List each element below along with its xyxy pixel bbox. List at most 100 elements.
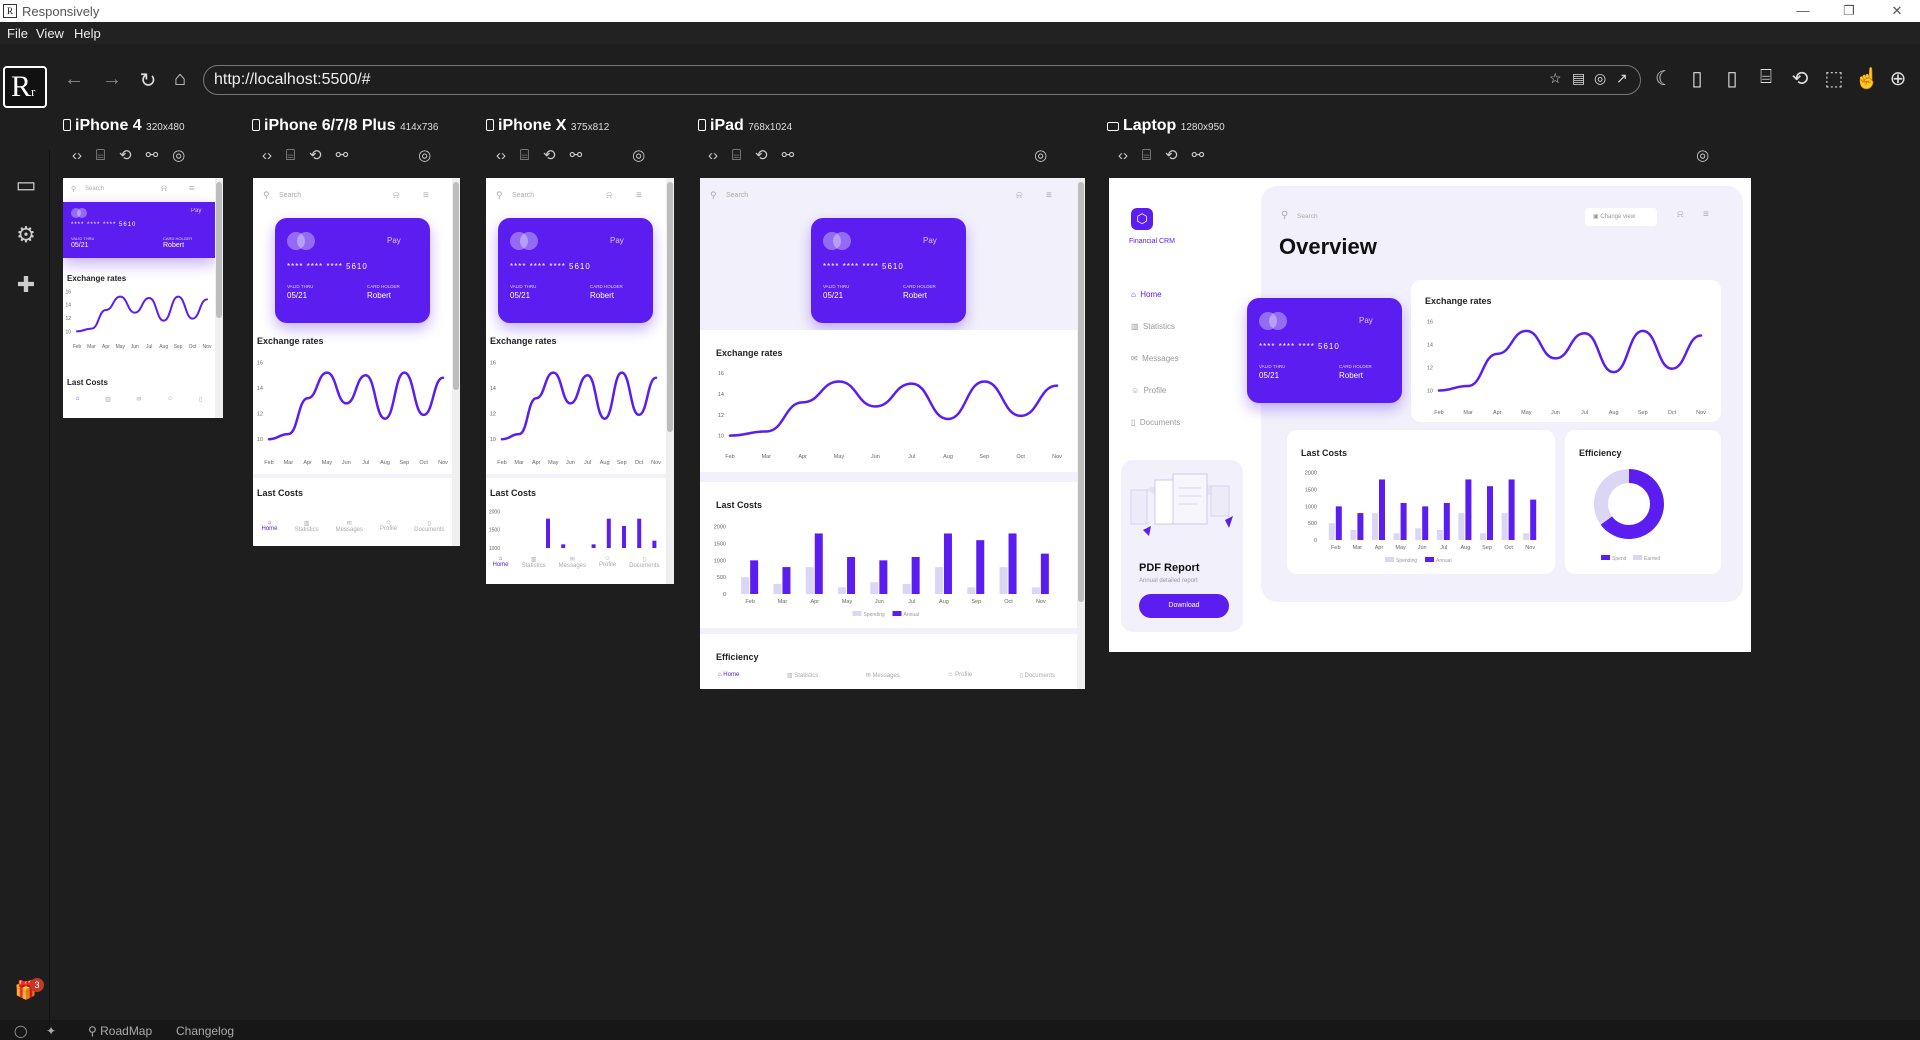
viewport-iphone-plus[interactable]: ⚲ Search ⍾ ≡ Pay **** **** **** 5610 VAL…: [253, 178, 460, 546]
rotate-icon[interactable]: ⟲: [309, 147, 322, 164]
nav-documents[interactable]: ▯ Documents: [629, 557, 660, 569]
circle-icon[interactable]: ◎: [418, 147, 432, 164]
search-input[interactable]: Search: [512, 192, 535, 199]
github-icon[interactable]: ◯: [14, 1024, 28, 1038]
link-icon[interactable]: ⚯: [781, 147, 795, 164]
camera-icon[interactable]: ⌸: [286, 147, 296, 164]
bell-icon[interactable]: ⍾: [606, 190, 613, 201]
nav-profile-icon[interactable]: ☺: [167, 396, 174, 402]
nav-statistics[interactable]: ▥ Statistics: [786, 673, 819, 679]
app-home-logo[interactable]: Rr: [3, 66, 47, 108]
code-icon[interactable]: ‹›: [708, 147, 718, 164]
link-icon[interactable]: ⚯: [1191, 147, 1205, 164]
menu-icon[interactable]: ≡: [1703, 209, 1709, 220]
rotate-icon[interactable]: ⟲: [1165, 147, 1178, 164]
close-icon[interactable]: ✕: [1891, 3, 1903, 18]
nav-profile[interactable]: ☺ Profile: [599, 556, 617, 568]
menu-file[interactable]: File: [7, 26, 28, 41]
nav-documents[interactable]: ▯ Documents: [1019, 673, 1055, 679]
scroll-mouse-icon[interactable]: ▯: [1726, 68, 1738, 90]
changelog-link[interactable]: Changelog: [176, 1024, 235, 1038]
link-icon[interactable]: ⚯: [145, 147, 159, 164]
home-icon[interactable]: ⌂: [173, 68, 187, 90]
twitter-icon[interactable]: ✦: [46, 1024, 57, 1038]
camera-icon[interactable]: ⌸: [96, 147, 106, 164]
screenshot-icon[interactable]: ⌸: [1760, 66, 1772, 88]
circle-icon[interactable]: ◎: [1696, 147, 1710, 164]
nav-documents-icon[interactable]: ▯: [198, 397, 203, 403]
nav-statistics[interactable]: ▥ Statistics: [294, 521, 319, 533]
forward-icon[interactable]: →: [102, 68, 122, 90]
rotate-icon[interactable]: ⟲: [543, 147, 556, 164]
scrollbar[interactable]: [452, 178, 460, 546]
search-input[interactable]: Search: [726, 192, 749, 199]
code-icon[interactable]: ‹›: [262, 147, 272, 164]
link-icon[interactable]: ⚯: [335, 147, 349, 164]
rotate-icon[interactable]: ⟲: [755, 147, 768, 164]
side-nav-home[interactable]: ⌂ Home: [1131, 290, 1162, 299]
scrollbar[interactable]: [666, 178, 674, 584]
back-icon[interactable]: ←: [64, 68, 84, 90]
nav-messages-icon[interactable]: ✉: [136, 397, 142, 403]
menu-icon[interactable]: ≡: [189, 183, 195, 193]
bookmark-star-icon[interactable]: ☆: [1549, 70, 1562, 86]
roadmap-link[interactable]: ⚲ RoadMap: [88, 1024, 153, 1038]
nav-documents[interactable]: ▯ Documents: [414, 521, 445, 533]
camera-icon[interactable]: ⌸: [1142, 147, 1152, 164]
circle-icon[interactable]: ◎: [172, 147, 186, 164]
menu-help[interactable]: Help: [74, 26, 101, 41]
reload-icon[interactable]: ↻: [139, 70, 157, 92]
code-icon[interactable]: ‹›: [496, 147, 506, 164]
side-nav-profile[interactable]: ☺ Profile: [1131, 386, 1167, 395]
touch-icon[interactable]: ☝: [1854, 68, 1880, 90]
search-input[interactable]: Search: [279, 192, 302, 199]
bell-icon[interactable]: ⍾: [161, 183, 167, 193]
change-view-button[interactable]: ▣ Change view: [1585, 208, 1657, 226]
menu-icon[interactable]: ≡: [636, 190, 642, 201]
search-input[interactable]: Search: [85, 186, 105, 192]
nav-messages[interactable]: ✉ Messages: [335, 521, 363, 533]
nav-profile[interactable]: ☺ Profile: [380, 520, 398, 532]
settings-gear-icon[interactable]: ⚙: [16, 222, 36, 247]
scrollbar[interactable]: [215, 178, 223, 418]
menu-icon[interactable]: ≡: [1046, 190, 1052, 201]
restore-icon[interactable]: ❐: [1843, 3, 1855, 18]
address-bar-input[interactable]: http://localhost:5500/#: [203, 65, 1641, 95]
viewport-iphone4[interactable]: ⚲ Search ⍾ ≡ Pay **** **** **** 5610 VAL…: [63, 178, 223, 418]
viewport-iphonex[interactable]: ⚲ Search ⍾ ≡ Pay **** **** **** 5610 VAL…: [486, 178, 674, 584]
inspect-mouse-icon[interactable]: ▯: [1691, 68, 1703, 90]
select-element-icon[interactable]: ⬚: [1824, 68, 1844, 90]
dark-mode-icon[interactable]: ☾: [1655, 68, 1673, 90]
nav-home[interactable]: ⌂ Home: [492, 556, 509, 568]
camera-icon[interactable]: ⌸: [520, 147, 530, 164]
bell-icon[interactable]: ⍾: [1016, 190, 1023, 201]
side-nav-statistics[interactable]: ▥ Statistics: [1131, 322, 1176, 331]
nav-messages[interactable]: ✉ Messages: [558, 557, 586, 569]
menu-view[interactable]: View: [36, 26, 64, 41]
cookie-icon[interactable]: ◎: [1594, 70, 1607, 86]
rotate-icon[interactable]: ⟲: [119, 147, 132, 164]
side-nav-messages[interactable]: ✉ Messages: [1131, 354, 1179, 363]
nav-profile[interactable]: ☺ Profile: [947, 672, 973, 678]
search-input[interactable]: Search: [1297, 213, 1318, 220]
bell-icon[interactable]: ⍾: [1677, 209, 1684, 220]
minimize-icon[interactable]: —: [1796, 3, 1810, 18]
nav-home[interactable]: ⌂ Home: [718, 672, 740, 678]
menu-icon[interactable]: ≡: [423, 190, 429, 201]
viewport-laptop[interactable]: ⬡ Financial CRM ⌂ Home ▥ Statistics ✉ Me…: [1109, 178, 1751, 652]
scrollbar[interactable]: [1077, 178, 1085, 689]
camera-icon[interactable]: ⌸: [732, 147, 742, 164]
circle-icon[interactable]: ◎: [632, 147, 646, 164]
extensions-puzzle-icon[interactable]: ✚: [16, 272, 36, 297]
nav-home[interactable]: ⌂ Home: [261, 520, 278, 532]
rotate-icon[interactable]: ⟲: [1791, 68, 1809, 90]
viewport-ipad[interactable]: ⚲ Search ⍾ ≡ Pay **** **** **** 5610 VAL…: [700, 178, 1085, 689]
nav-messages[interactable]: ✉ Messages: [865, 673, 900, 679]
nav-statistics[interactable]: ▥ Statistics: [521, 557, 546, 569]
nav-home-icon[interactable]: ⌂: [75, 396, 80, 402]
code-icon[interactable]: ‹›: [72, 147, 82, 164]
devices-icon[interactable]: ▭: [15, 172, 37, 197]
bell-icon[interactable]: ⍾: [393, 190, 400, 201]
nav-statistics-icon[interactable]: ▥: [105, 397, 111, 403]
code-icon[interactable]: ‹›: [1118, 147, 1128, 164]
